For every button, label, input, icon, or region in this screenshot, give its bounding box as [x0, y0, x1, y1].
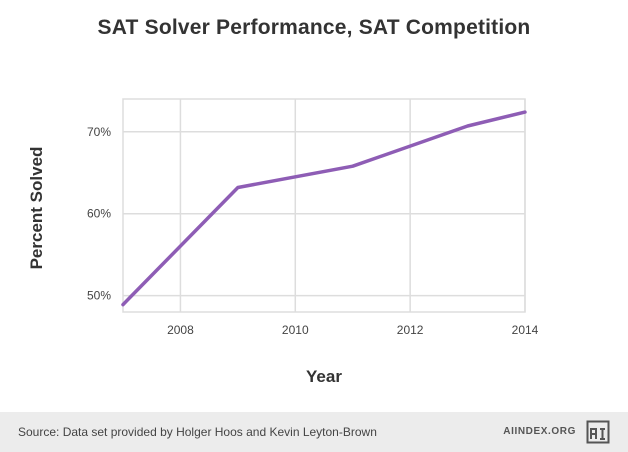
x-tick-label: 2014: [512, 323, 539, 337]
brand-link[interactable]: AIINDEX.ORG: [503, 426, 576, 437]
series-layer: [121, 110, 527, 307]
x-tick-label: 2008: [167, 323, 194, 337]
y-tick-label: 70%: [87, 125, 111, 139]
ai-index-logo-icon: [586, 420, 610, 444]
chart-title: SAT Solver Performance, SAT Competition: [97, 16, 531, 39]
y-axis-label: Percent Solved: [27, 147, 46, 270]
x-tick-label: 2010: [282, 323, 309, 337]
x-tick-label: 2012: [397, 323, 424, 337]
x-axis-label: Year: [306, 367, 342, 386]
grid-lines: [123, 99, 526, 312]
plot-frame: [122, 98, 526, 313]
footer-bar: Source: Data set provided by Holger Hoos…: [0, 412, 628, 452]
source-note: Source: Data set provided by Holger Hoos…: [18, 425, 377, 439]
y-tick-label: 50%: [87, 289, 111, 303]
series-line-0: [121, 110, 527, 307]
y-tick-labels: 50% 60% 70%: [87, 125, 111, 303]
y-tick-label: 60%: [87, 207, 111, 221]
x-tick-labels: 2008 2010 2012 2014: [167, 323, 539, 337]
line-chart: 2008 2010 2012 2014 50% 60% 70% Year Percent …: [27, 98, 539, 386]
